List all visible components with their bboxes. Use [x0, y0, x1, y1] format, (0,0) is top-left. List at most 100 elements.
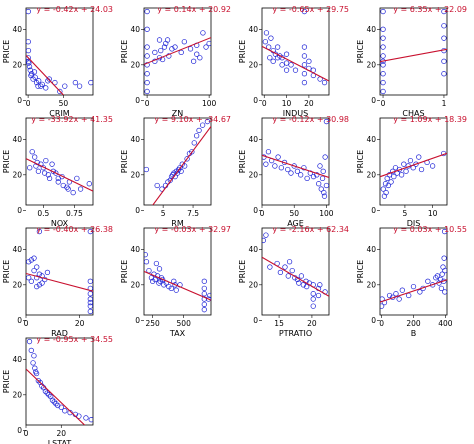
regression-line — [144, 37, 211, 65]
data-point — [172, 282, 178, 288]
data-point — [380, 53, 386, 59]
data-point — [74, 175, 80, 182]
data-point — [144, 259, 150, 265]
x-tick-label: 0 — [381, 99, 386, 108]
data-point — [438, 285, 445, 292]
data-point — [65, 186, 71, 192]
plot-area — [261, 117, 330, 206]
regression-line — [380, 279, 447, 303]
data-point — [31, 255, 37, 261]
data-point — [263, 161, 269, 167]
data-point — [144, 71, 150, 77]
y-tick-label: 0 — [17, 426, 22, 435]
data-point — [304, 175, 310, 182]
y-tick-label: 0 — [371, 96, 376, 105]
regression-equation: y = 0.03x + 10.55 — [393, 225, 467, 234]
data-point — [72, 79, 79, 86]
data-point — [318, 186, 324, 192]
data-point — [87, 303, 93, 309]
data-point — [434, 273, 441, 279]
data-point — [205, 296, 211, 302]
data-point — [67, 409, 73, 416]
data-point — [197, 55, 203, 61]
x-axis-label: PTRATIO — [279, 329, 312, 338]
data-point — [87, 308, 93, 315]
data-point — [144, 8, 150, 15]
data-point — [417, 289, 423, 295]
data-point — [283, 51, 290, 57]
data-point — [144, 166, 150, 173]
data-point — [301, 71, 308, 77]
subplot-nox: 0.5 0.75 0 20 40 NOX PRICE y = -33.92x + 41.35 — [2, 115, 113, 228]
data-point — [429, 163, 436, 169]
data-point — [76, 83, 83, 89]
data-point — [77, 186, 84, 192]
data-point — [194, 51, 200, 57]
y-axis-label: PRICE — [2, 370, 11, 393]
data-point — [28, 347, 34, 354]
x-tick-label: 500 — [177, 319, 192, 328]
data-point — [201, 278, 207, 284]
data-point — [190, 58, 197, 64]
y-tick-label: 0 — [135, 316, 140, 325]
x-tick-label: 200 — [406, 319, 421, 328]
data-point — [283, 60, 290, 66]
data-point — [35, 168, 42, 174]
data-point — [398, 172, 405, 178]
data-point — [39, 280, 45, 286]
subplot-ptratio: 15 20 0 20 40 PTRATIO PRICE y = -2.16x + 62.34 — [238, 225, 349, 338]
data-point — [34, 283, 40, 290]
data-point — [403, 168, 409, 174]
data-point — [32, 365, 38, 371]
data-point — [201, 291, 207, 297]
data-point — [159, 276, 166, 283]
x-tick-label: 0.5 — [37, 209, 49, 218]
plot-area — [261, 7, 330, 96]
data-point — [321, 79, 328, 86]
data-point — [43, 85, 49, 91]
x-tick-label: 20 — [304, 99, 314, 108]
y-tick-label: 40 — [366, 245, 376, 254]
data-point — [406, 292, 412, 299]
data-point — [62, 408, 68, 414]
data-point — [441, 8, 447, 15]
data-point — [83, 415, 89, 421]
y-tick-label: 40 — [366, 135, 376, 144]
data-point — [42, 388, 49, 394]
data-point — [28, 257, 35, 263]
data-point — [439, 271, 445, 277]
data-point — [274, 44, 281, 50]
regression-equation: y = 1.09x + 18.39 — [393, 115, 467, 124]
data-point — [294, 168, 301, 174]
y-tick-label: 40 — [130, 135, 140, 144]
y-tick-label: 40 — [12, 245, 22, 254]
data-point — [46, 392, 52, 398]
y-axis-label: PRICE — [356, 40, 365, 63]
data-point — [441, 58, 447, 64]
y-tick-label: 20 — [248, 60, 258, 69]
regression-line — [26, 272, 93, 292]
data-point — [26, 338, 33, 345]
regression-equation: y = -0.12x + 30.98 — [272, 115, 349, 124]
y-tick-label: 20 — [130, 280, 140, 289]
regression-line — [144, 270, 211, 301]
data-point — [416, 154, 422, 160]
x-tick-label: 0 — [26, 99, 31, 108]
subplot-age: 0 50 100 0 20 40 AGE PRICE y = -0.12x + 30.98 — [238, 115, 349, 228]
x-tick-label: 0 — [145, 99, 150, 108]
y-axis-label: PRICE — [356, 150, 365, 173]
data-point — [289, 267, 295, 274]
data-point — [86, 181, 92, 187]
data-point — [199, 122, 206, 128]
data-point — [385, 182, 391, 189]
data-point — [425, 278, 431, 284]
data-point — [316, 181, 322, 187]
data-point — [396, 296, 402, 302]
plot-area — [261, 227, 330, 316]
data-point — [46, 76, 52, 82]
regression-line — [262, 45, 329, 82]
data-point — [144, 88, 150, 95]
data-point — [401, 161, 407, 167]
data-point — [31, 69, 38, 75]
